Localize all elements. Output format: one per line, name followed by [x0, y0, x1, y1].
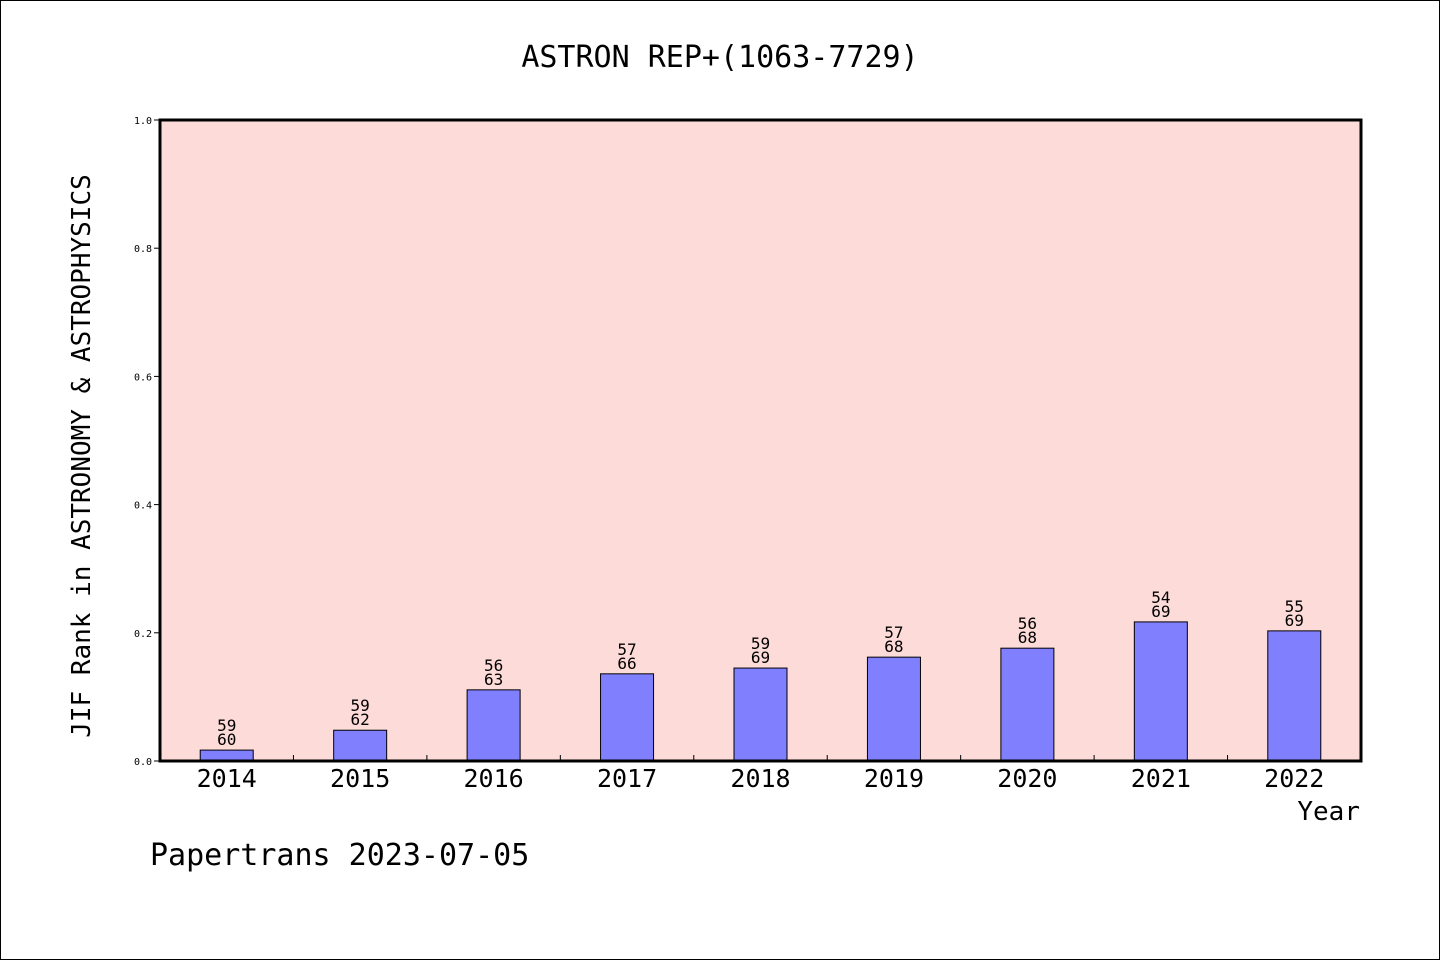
data-label-rank: 56	[1018, 614, 1037, 633]
y-axis-label: JIF Rank in ASTRONOMY & ASTROPHYSICS	[67, 174, 97, 738]
data-label-total: 69	[1285, 611, 1304, 630]
x-tick-label: 2022	[1264, 764, 1324, 793]
data-label-rank: 59	[751, 634, 770, 653]
x-tick-label: 2014	[197, 764, 257, 793]
bar-2017	[600, 673, 655, 762]
y-tick-label: 0.2	[134, 629, 152, 640]
bar-2021	[1133, 621, 1188, 762]
x-axis-ticks: 2014 2015 2016 2017 2018 2019 2020 2021 2022	[197, 755, 1324, 793]
footer-text: Papertrans 2023-07-05	[150, 838, 529, 873]
y-tick-label: 1.0	[134, 116, 152, 127]
bar-2014	[199, 749, 254, 762]
bar-2016	[466, 689, 521, 762]
bar-2018	[733, 667, 788, 762]
data-label-rank: 57	[884, 623, 903, 642]
bar-2020	[1000, 647, 1055, 762]
plot-frame	[158, 118, 1363, 763]
y-tick-label: 0.0	[134, 757, 152, 768]
bar-2015	[333, 729, 388, 762]
x-tick-label: 2017	[597, 764, 657, 793]
x-tick-label: 2019	[864, 764, 924, 793]
data-label-total: 68	[884, 637, 903, 656]
x-tick-label: 2015	[330, 764, 390, 793]
data-label-total: 66	[617, 654, 636, 673]
y-tick-label: 0.6	[134, 372, 152, 383]
data-label-rank: 55	[1285, 597, 1304, 616]
chart-title: ASTRON REP+(1063-7729)	[521, 40, 918, 75]
data-label-total: 63	[484, 670, 503, 689]
data-label-rank: 56	[484, 656, 503, 675]
data-label-total: 69	[751, 648, 770, 667]
x-tick-label: 2021	[1131, 764, 1191, 793]
bar-2022	[1267, 630, 1322, 762]
data-label-total: 62	[351, 710, 370, 729]
y-tick-label: 0.8	[134, 244, 152, 255]
data-label-total: 69	[1151, 602, 1170, 621]
y-axis-ticks: 0.0 0.2 0.4 0.6 0.8 1.0	[134, 116, 160, 768]
data-label-total: 68	[1018, 628, 1037, 647]
x-tick-label: 2016	[464, 764, 524, 793]
x-tick-label: 2020	[997, 764, 1057, 793]
bar-2019	[866, 656, 921, 762]
data-label-rank: 57	[617, 640, 636, 659]
y-tick-label: 0.4	[134, 501, 152, 512]
x-tick-label: 2018	[730, 764, 790, 793]
data-label-total: 60	[217, 730, 236, 749]
data-label-rank: 59	[217, 716, 236, 735]
x-axis-label: Year	[1297, 797, 1360, 827]
data-label-rank: 59	[351, 696, 370, 715]
data-label-rank: 54	[1151, 588, 1170, 607]
